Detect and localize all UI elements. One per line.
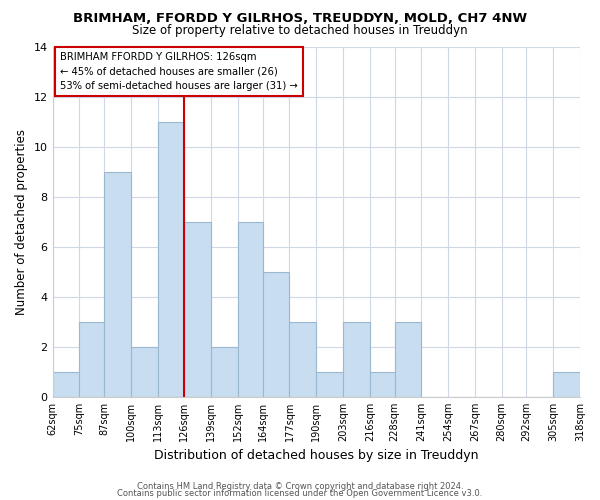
Bar xyxy=(370,372,395,397)
Text: Contains public sector information licensed under the Open Government Licence v3: Contains public sector information licen… xyxy=(118,488,482,498)
Bar xyxy=(316,372,343,397)
Y-axis label: Number of detached properties: Number of detached properties xyxy=(15,128,28,314)
Bar xyxy=(184,222,211,397)
Text: Contains HM Land Registry data © Crown copyright and database right 2024.: Contains HM Land Registry data © Crown c… xyxy=(137,482,463,491)
Bar xyxy=(158,122,184,397)
Bar xyxy=(289,322,316,397)
Bar xyxy=(79,322,104,397)
Bar xyxy=(104,172,131,397)
Bar xyxy=(131,347,158,397)
Bar xyxy=(263,272,289,397)
Bar xyxy=(553,372,580,397)
Bar xyxy=(53,372,79,397)
X-axis label: Distribution of detached houses by size in Treuddyn: Distribution of detached houses by size … xyxy=(154,450,479,462)
Bar xyxy=(238,222,263,397)
Text: Size of property relative to detached houses in Treuddyn: Size of property relative to detached ho… xyxy=(132,24,468,37)
Bar xyxy=(343,322,370,397)
Bar xyxy=(211,347,238,397)
Bar xyxy=(395,322,421,397)
Text: BRIMHAM FFORDD Y GILRHOS: 126sqm
← 45% of detached houses are smaller (26)
53% o: BRIMHAM FFORDD Y GILRHOS: 126sqm ← 45% o… xyxy=(61,52,298,90)
Text: BRIMHAM, FFORDD Y GILRHOS, TREUDDYN, MOLD, CH7 4NW: BRIMHAM, FFORDD Y GILRHOS, TREUDDYN, MOL… xyxy=(73,12,527,26)
